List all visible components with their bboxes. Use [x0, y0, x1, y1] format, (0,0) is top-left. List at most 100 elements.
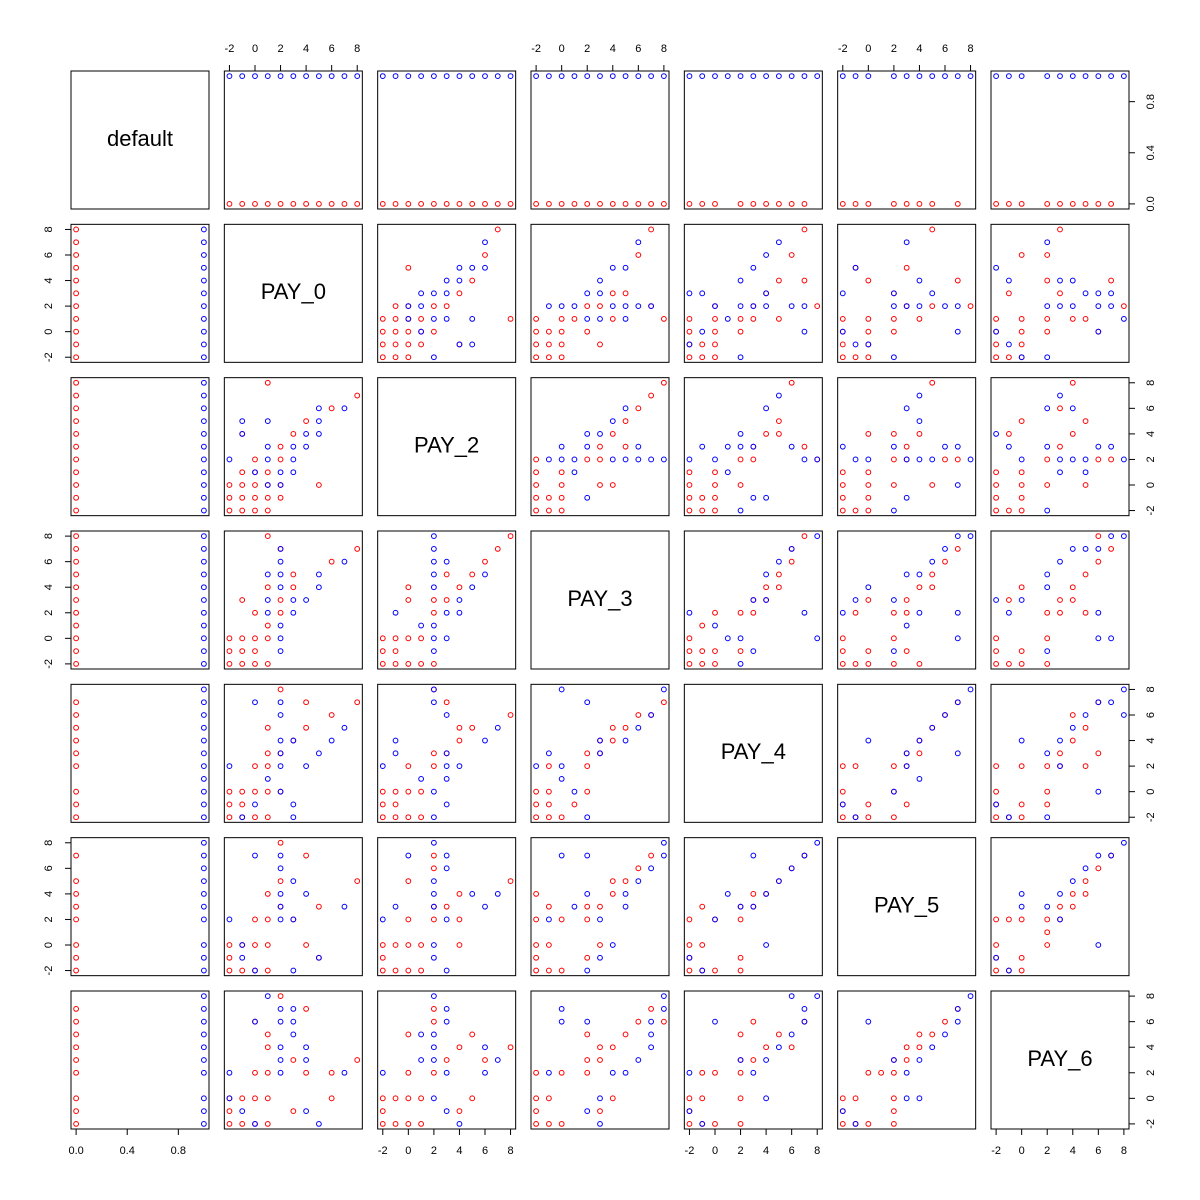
point [545, 788, 552, 795]
point [712, 200, 718, 207]
point [533, 482, 540, 488]
point [763, 890, 770, 897]
point [264, 1044, 271, 1051]
point [622, 200, 629, 207]
point [648, 200, 655, 207]
point [1082, 890, 1089, 897]
x-tick-label: 2 [431, 1145, 437, 1157]
point [264, 890, 271, 897]
point [533, 494, 540, 501]
point [839, 443, 846, 450]
point [545, 341, 552, 348]
point [200, 1057, 207, 1063]
point [1018, 737, 1025, 744]
point [584, 315, 591, 322]
point [571, 73, 578, 80]
point [686, 328, 693, 335]
point [954, 456, 961, 463]
point [622, 290, 629, 297]
point [712, 456, 718, 463]
point [993, 200, 1000, 207]
point [290, 916, 297, 923]
x-tick-label: 8 [1121, 1145, 1127, 1157]
point [1044, 942, 1051, 948]
point [648, 1005, 655, 1012]
point [303, 430, 310, 437]
point [264, 775, 271, 782]
point [763, 73, 770, 80]
panel-frame [837, 223, 977, 363]
point [839, 635, 846, 642]
point [1044, 788, 1051, 795]
panel-frame [837, 530, 977, 670]
point [494, 890, 501, 897]
point [648, 712, 655, 718]
point [609, 878, 616, 885]
point [839, 341, 846, 348]
point [277, 878, 284, 885]
point [1057, 750, 1063, 757]
point [1069, 405, 1076, 412]
point [443, 303, 450, 310]
point [699, 903, 706, 910]
panel-frame [683, 70, 823, 210]
point [405, 1095, 412, 1102]
point [903, 1069, 910, 1076]
point [469, 724, 476, 731]
point [609, 456, 616, 463]
point [916, 200, 923, 207]
point [239, 469, 246, 476]
point [379, 967, 386, 974]
point [724, 890, 731, 897]
point [890, 660, 897, 667]
point [712, 660, 718, 667]
point [750, 456, 757, 463]
point [1057, 597, 1063, 603]
point [73, 239, 80, 246]
point [328, 1095, 335, 1102]
point [597, 1095, 603, 1102]
point [686, 200, 693, 207]
point [430, 1031, 437, 1038]
point [954, 635, 961, 642]
point [788, 993, 795, 1000]
point [73, 469, 80, 476]
point [277, 482, 284, 488]
point [277, 635, 284, 642]
point [443, 200, 450, 207]
point [277, 456, 284, 463]
point [226, 1108, 233, 1115]
point [839, 609, 846, 616]
point [418, 660, 425, 667]
point [993, 341, 1000, 348]
point [200, 686, 207, 693]
point [418, 814, 425, 821]
point [277, 903, 284, 910]
panel-frame [223, 377, 363, 517]
point [916, 750, 923, 757]
point [482, 571, 488, 578]
point [379, 1095, 386, 1102]
x-tick-label: 8 [661, 43, 667, 55]
point [597, 1120, 603, 1127]
point [1082, 200, 1089, 207]
point [558, 482, 565, 488]
point [597, 954, 603, 961]
x-tick-label: 6 [635, 43, 641, 55]
point [73, 942, 80, 948]
x-tick-label: 8 [354, 43, 360, 55]
point [200, 839, 207, 846]
point [993, 648, 1000, 655]
point [890, 763, 897, 770]
point [890, 328, 897, 335]
point [200, 942, 207, 948]
point [430, 993, 437, 1000]
point [763, 1057, 770, 1063]
point [303, 763, 310, 770]
point [571, 469, 578, 476]
point [903, 571, 910, 578]
point [801, 277, 808, 284]
point [1069, 456, 1076, 463]
point [226, 763, 233, 770]
point [750, 443, 757, 450]
